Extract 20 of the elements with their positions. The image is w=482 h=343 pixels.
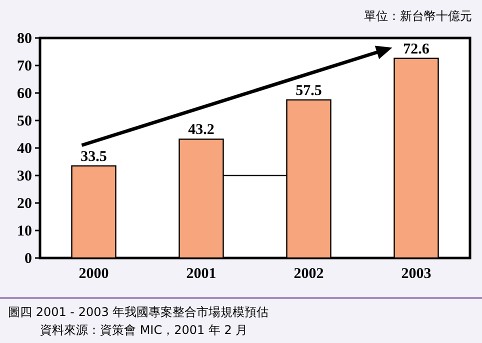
y-tick-label: 10 [17, 224, 32, 240]
data-label: 57.5 [296, 82, 322, 99]
y-tick-label: 50 [17, 114, 32, 130]
y-tick-label: 0 [24, 251, 32, 267]
x-tick-label: 2003 [401, 266, 432, 282]
y-tick-label: 20 [17, 196, 32, 212]
x-tick-label: 2000 [78, 266, 109, 282]
y-tick-label: 70 [17, 58, 32, 74]
data-label: 72.6 [403, 41, 430, 58]
x-tick-label: 2001 [186, 266, 216, 282]
y-tick-label: 40 [17, 141, 32, 157]
data-label: 43.2 [188, 122, 214, 138]
y-tick-label: 80 [17, 31, 32, 47]
data-label: 33.5 [80, 148, 107, 165]
x-tick-label: 2002 [294, 266, 324, 282]
source-note: 資料來源：資策會 MIC，2001 年 2 月 [40, 323, 248, 337]
text: 單位：新台幣十億元 [364, 9, 472, 23]
y-tick-label: 60 [17, 86, 32, 102]
text: 圖四 2001 - 2003 年我國專案整合市場規模預估 [8, 305, 269, 319]
y-tick-label: 30 [17, 168, 32, 184]
